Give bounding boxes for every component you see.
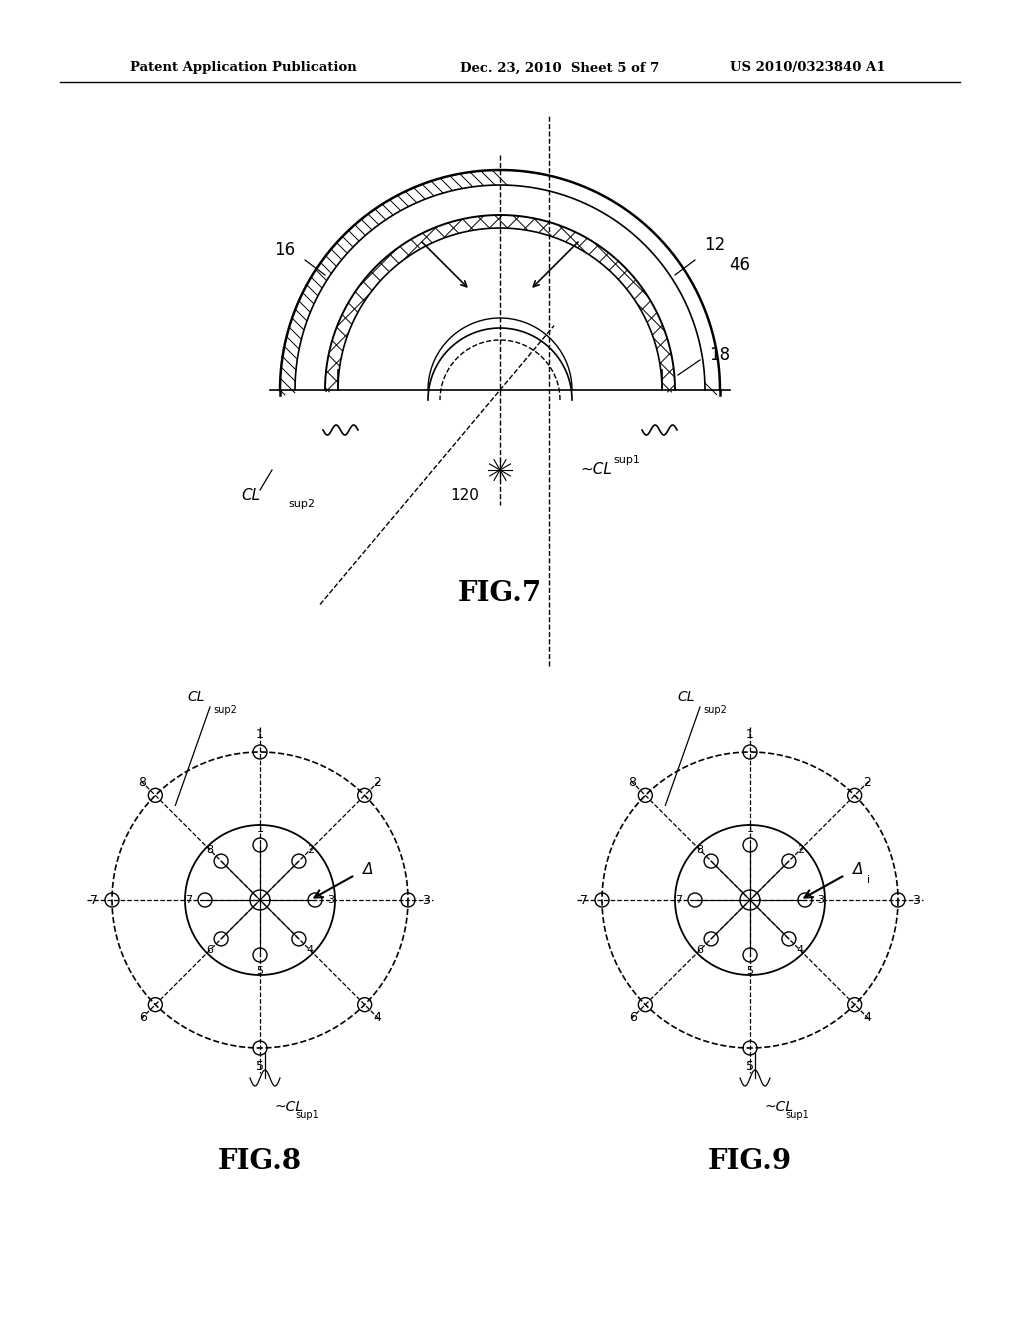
Text: 3: 3	[817, 895, 824, 906]
Text: Dec. 23, 2010  Sheet 5 of 7: Dec. 23, 2010 Sheet 5 of 7	[460, 62, 659, 74]
Text: i: i	[867, 875, 870, 884]
Text: 2: 2	[863, 776, 871, 789]
Text: 4: 4	[797, 945, 804, 956]
Text: CL: CL	[241, 487, 260, 503]
Text: US 2010/0323840 A1: US 2010/0323840 A1	[730, 62, 886, 74]
Text: 3: 3	[328, 895, 335, 906]
Text: CL: CL	[187, 690, 205, 704]
Text: sup2: sup2	[703, 705, 727, 715]
Text: FIG.9: FIG.9	[708, 1148, 792, 1175]
Text: 6: 6	[138, 1011, 146, 1024]
Text: 3: 3	[422, 894, 430, 907]
Text: 5: 5	[746, 966, 754, 975]
Text: sup2: sup2	[288, 499, 315, 510]
Text: 7: 7	[185, 895, 193, 906]
Text: 8: 8	[696, 845, 703, 855]
Text: 4: 4	[863, 1011, 871, 1024]
Text: 8: 8	[629, 776, 637, 789]
Text: 7: 7	[676, 895, 683, 906]
Text: 5: 5	[256, 966, 263, 975]
Text: 16: 16	[274, 242, 296, 259]
Text: Patent Application Publication: Patent Application Publication	[130, 62, 356, 74]
Text: sup1: sup1	[613, 455, 640, 465]
Text: 2: 2	[374, 776, 381, 789]
Text: 4: 4	[374, 1011, 381, 1024]
Text: 1: 1	[746, 727, 754, 741]
Text: sup1: sup1	[295, 1110, 318, 1119]
Text: Δ: Δ	[853, 862, 863, 878]
Text: 4: 4	[306, 945, 313, 956]
Text: 18: 18	[710, 346, 730, 364]
Text: 5: 5	[256, 1060, 264, 1072]
Text: 2: 2	[797, 845, 804, 855]
Text: 2: 2	[306, 845, 313, 855]
Text: 1: 1	[256, 824, 263, 834]
Text: 3: 3	[912, 894, 920, 907]
Text: 1: 1	[256, 727, 264, 741]
Text: ~CL: ~CL	[275, 1100, 304, 1114]
Text: 6: 6	[206, 945, 213, 956]
Text: 12: 12	[705, 236, 726, 253]
Text: 6: 6	[629, 1011, 637, 1024]
Text: Δ: Δ	[362, 862, 374, 878]
Text: sup1: sup1	[785, 1110, 809, 1119]
Text: ~CL: ~CL	[580, 462, 612, 478]
Text: CL: CL	[678, 690, 695, 704]
Text: 46: 46	[729, 256, 751, 275]
Text: FIG.7: FIG.7	[458, 579, 542, 607]
Text: 7: 7	[580, 894, 588, 907]
Text: 120: 120	[451, 488, 479, 503]
Text: FIG.8: FIG.8	[218, 1148, 302, 1175]
Text: 6: 6	[696, 945, 703, 956]
Text: ~CL: ~CL	[765, 1100, 795, 1114]
Text: 8: 8	[206, 845, 213, 855]
Text: 5: 5	[746, 1060, 754, 1072]
Text: 1: 1	[746, 824, 754, 834]
Text: 7: 7	[90, 894, 98, 907]
Text: sup2: sup2	[213, 705, 237, 715]
Text: 8: 8	[138, 776, 146, 789]
